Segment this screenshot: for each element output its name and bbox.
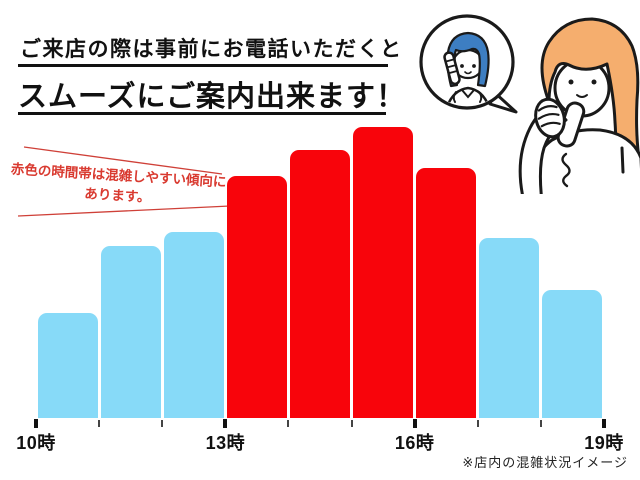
- header-line2: スムーズにご案内出来ます！: [18, 81, 406, 113]
- axis-tick-minor: [350, 420, 353, 427]
- axis-tick-minor: [161, 420, 164, 427]
- customer-hand: [534, 97, 566, 139]
- annotation-rules: [17, 146, 231, 217]
- staff-phone-receiver-icon: [443, 51, 461, 86]
- axis-tick-minor: [287, 420, 290, 427]
- axis-tick-major: [412, 419, 417, 428]
- axis-tick-major: [34, 419, 38, 428]
- header-underline-2: [18, 112, 386, 115]
- chart-bar-13-14時: [226, 176, 287, 418]
- staff-on-phone-icon: [443, 31, 492, 106]
- chart-bar-14-15時: [289, 150, 351, 418]
- annotation-line2: あります。: [83, 186, 151, 206]
- phone-call-illustration: [419, 14, 640, 194]
- axis-tick-major: [602, 419, 606, 428]
- chart-bar-17-18時: [479, 237, 540, 418]
- header-underline-1: [18, 64, 388, 67]
- axis-tick-label: 16時: [394, 433, 435, 453]
- axis-tick-minor: [476, 420, 479, 427]
- chart-bar-16-17時: [416, 167, 477, 418]
- axis-tick-label: 10時: [16, 433, 56, 453]
- axis-tick-minor: [98, 420, 101, 427]
- axis-tick-minor: [539, 420, 542, 427]
- axis-tick-label: 13時: [205, 433, 246, 453]
- chart-footnote: ※店内の混雑状況イメージ: [462, 455, 628, 470]
- chart-bar-18-19時: [542, 289, 603, 418]
- chart-bar-15-16時: [353, 127, 414, 418]
- chart-bar-10-11時: [37, 313, 98, 418]
- axis-tick-label: 19時: [584, 433, 624, 453]
- chart-bar-12-13時: [163, 231, 224, 418]
- axis-tick-major: [223, 419, 228, 428]
- customer-on-phone-icon: [518, 17, 640, 194]
- header-line1: ご来店の際は事前にお電話いただくと: [20, 38, 403, 61]
- chart-bar-11-12時: [100, 246, 161, 418]
